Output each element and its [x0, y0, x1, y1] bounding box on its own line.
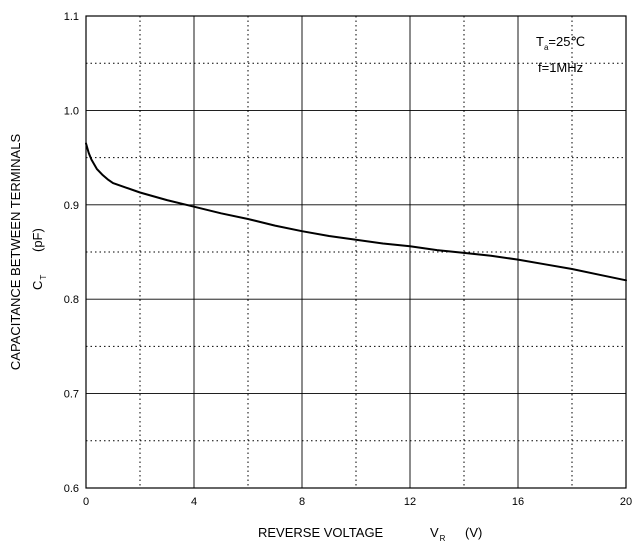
x-axis-label: REVERSE VOLTAGE VR (V) — [258, 525, 482, 543]
y-tick-label: 0.6 — [64, 483, 79, 495]
x-tick-label: 20 — [620, 496, 632, 508]
annotation-temperature-sub: a — [544, 43, 549, 52]
annotation-frequency: f=1MHz — [538, 60, 583, 75]
x-tick-label: 0 — [83, 496, 89, 508]
x-tick-label: 12 — [404, 496, 416, 508]
y-tick-label: 0.9 — [64, 200, 79, 212]
data-series — [85, 142, 627, 282]
y-tick-label: 0.8 — [64, 294, 79, 306]
x-axis-label-unit: (V) — [465, 525, 482, 540]
grid — [86, 16, 626, 488]
plot-area-border — [85, 15, 627, 489]
series-line — [85, 142, 627, 282]
x-tick-label: 4 — [191, 496, 197, 508]
y-tick-label: 0.7 — [64, 389, 79, 401]
y-axis-label-symbol: CT — [30, 275, 48, 290]
svg-text:Ta=25℃: Ta=25℃ — [536, 34, 585, 52]
y-axis-label-text: CAPACITANCE BETWEEN TERMINALS — [8, 134, 23, 371]
y-tick-label: 1.1 — [64, 11, 79, 23]
x-tick-label: 8 — [299, 496, 305, 508]
x-axis-label-symbol: VR — [430, 525, 446, 543]
x-axis-label-text: REVERSE VOLTAGE — [258, 525, 384, 540]
y-tick-label: 1.0 — [64, 105, 79, 117]
annotation-temperature-symbol: T — [536, 34, 544, 49]
tick-labels: 0 4 8 12 16 20 0.6 0.7 0.8 0.9 1.0 1.1 — [64, 11, 632, 508]
y-axis-label: CAPACITANCE BETWEEN TERMINALS CT (pF) — [8, 134, 48, 371]
annotation-temperature: Ta=25℃ — [536, 34, 585, 52]
annotation-temperature-value: =25℃ — [548, 34, 585, 49]
y-axis-label-unit: (pF) — [30, 228, 45, 252]
x-tick-label: 16 — [512, 496, 524, 508]
